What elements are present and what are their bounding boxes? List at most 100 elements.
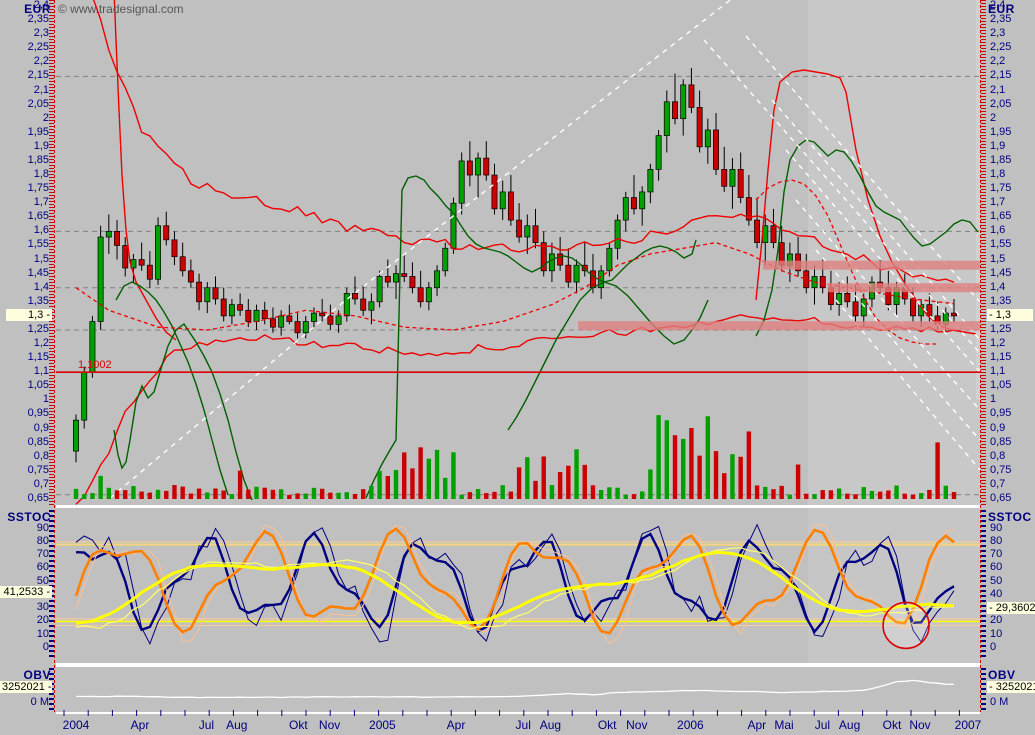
date-label-apr-13: Apr: [747, 718, 767, 732]
obv-plot-svg: [75, 679, 955, 699]
right-axis-tick-2p3: 2,3: [990, 27, 1006, 40]
left-axis-tick-1p05: 1,05: [27, 379, 49, 392]
left-axis-tick-2: 2: [42, 111, 49, 124]
date-label-apr-7: Apr: [446, 718, 466, 732]
right-axis-tick-1p1: 1,1: [990, 365, 1006, 378]
right-axis-tick-0p9: 0,9: [990, 421, 1006, 434]
date-label-okt-10: Okt: [597, 718, 617, 732]
date-label-aug-9: Aug: [539, 718, 562, 732]
sstoc-indicator-panel[interactable]: [56, 508, 980, 663]
right-axis-tick-2p2: 2,2: [990, 55, 1006, 68]
date-label-mai-14: Mai: [774, 718, 794, 732]
right-axis-tick-2p25: 2,25: [990, 41, 1012, 54]
left-sstoc-tick-10: 10: [36, 627, 49, 640]
left-axis-tick-1p15: 1,15: [27, 351, 49, 364]
right-sstoc-tick-70: 70: [990, 548, 1003, 561]
left-axis-tick-2p35: 2,35: [27, 13, 49, 26]
left-obv-zero-label: 0 M: [30, 696, 49, 708]
right-sstoc-tick-60: 60: [990, 561, 1003, 574]
sstoc-plot-svg: [56, 508, 980, 663]
left-axis-title-price: EUR: [24, 2, 51, 16]
right-axis-tick-1p45: 1,45: [990, 266, 1012, 279]
obv-indicator-panel[interactable]: [56, 667, 980, 712]
left-axis-minor-ticks-sstoc: [49, 510, 54, 660]
date-label-jul-15: Jul: [814, 718, 831, 732]
right-axis-tick-2p4: 2,4: [990, 0, 1006, 11]
left-axis[interactable]: EUR 2,4 2,35 2,3 2,25 2,2 2,15 2,1 2,05 2 1,95 1,9 1…: [0, 0, 55, 735]
left-axis-tick-0p9: 0,9: [33, 421, 49, 434]
left-axis-tick-1p45: 1,45: [27, 266, 49, 279]
right-axis-tick-1p95: 1,95: [990, 125, 1012, 138]
right-axis-tick-2: 2: [990, 111, 997, 124]
left-axis-tick-1p1: 1,1: [33, 365, 49, 378]
right-axis-tick-1p35: 1,35: [990, 294, 1012, 307]
left-axis-tick-1p6: 1,6: [33, 224, 49, 237]
price-chart-panel[interactable]: 1,1002: [56, 0, 980, 505]
left-axis-tick-2p25: 2,25: [27, 41, 49, 54]
date-label-nov-18: Nov: [909, 718, 931, 732]
right-axis-tick-2p35: 2,35: [990, 13, 1012, 26]
right-sstoc-tick-90: 90: [990, 521, 1003, 534]
date-label-okt-4: Okt: [289, 718, 308, 732]
left-axis-tick-1p4: 1,4: [33, 280, 49, 293]
right-sstoc-tick-20: 20: [990, 614, 1003, 627]
date-label-nov-11: Nov: [626, 718, 648, 732]
right-axis-title-sstoc: SSTOC: [988, 510, 1032, 524]
right-axis-tick-1p25: 1,25: [990, 322, 1012, 335]
date-label-aug-3: Aug: [226, 718, 248, 732]
divider-sstoc-obv: [56, 663, 980, 667]
date-label-aug-16: Aug: [838, 718, 861, 732]
divider-price-sstoc: [56, 505, 980, 508]
left-sstoc-tick-0: 0: [42, 641, 49, 653]
right-axis-tick-2p15: 2,15: [990, 69, 1012, 82]
left-sstoc-tick-70: 70: [36, 548, 49, 561]
right-axis[interactable]: EUR 2,4 2,35 2,3 2,25 2,2 2,15 2,1 2,05 2 1,95 1,9 1…: [980, 0, 1035, 735]
right-axis-tick-1p85: 1,85: [990, 153, 1012, 166]
right-axis-tick-1p6: 1,6: [990, 224, 1006, 237]
left-axis-tick-1p7: 1,7: [33, 196, 49, 209]
left-axis-tick-1p2: 1,2: [33, 337, 49, 350]
right-axis-tick-1p9: 1,9: [990, 139, 1006, 152]
left-axis-tick-1p25: 1,25: [27, 322, 49, 335]
right-axis-tick-1p4: 1,4: [990, 280, 1006, 293]
left-axis-tick-1p65: 1,65: [27, 210, 49, 223]
left-axis-title-sstoc: SSTOC: [7, 510, 51, 524]
date-label-2007-19: 2007: [954, 718, 982, 732]
left-axis-tick-1: 1: [42, 393, 49, 406]
left-axis-tick-1p85: 1,85: [27, 153, 49, 166]
left-obv-current-value-label: 3252021 -: [0, 681, 52, 693]
left-axis-tick-0p8: 0,8: [33, 449, 49, 462]
left-sstoc-tick-80: 80: [36, 534, 49, 547]
left-axis-tick-1p5: 1,5: [33, 252, 49, 265]
right-axis-tick-1p65: 1,65: [990, 210, 1012, 223]
right-axis-minor-ticks-price: [981, 0, 986, 505]
left-sstoc-tick-50: 50: [36, 574, 49, 587]
left-axis-tick-1p9: 1,9: [33, 139, 49, 152]
right-axis-tick-1p2: 1,2: [990, 337, 1006, 350]
left-axis-tick-0p65: 0,65: [27, 492, 49, 504]
divider-obv-dates: [56, 712, 980, 714]
left-sstoc-current-value-label: 41,2533 -: [0, 586, 52, 599]
right-axis-tick-0p85: 0,85: [990, 435, 1012, 448]
right-axis-current-price-label: - 1,3: [987, 308, 1033, 321]
left-axis-tick-2p2: 2,2: [33, 55, 49, 68]
right-axis-tick-0p8: 0,8: [990, 449, 1006, 462]
right-sstoc-tick-0: 0: [990, 641, 997, 653]
right-axis-tick-1p15: 1,15: [990, 351, 1012, 364]
right-sstoc-tick-10: 10: [990, 627, 1003, 640]
left-axis-tick-2p1: 2,1: [33, 83, 49, 96]
left-axis-spine: [54, 0, 55, 712]
left-axis-current-price-label: 1,3 -: [6, 308, 52, 321]
right-axis-title-obv: OBV: [988, 668, 1016, 682]
left-sstoc-tick-20: 20: [36, 614, 49, 627]
left-sstoc-tick-60: 60: [36, 561, 49, 574]
left-axis-tick-2p3: 2,3: [33, 27, 49, 40]
left-axis-title-obv: OBV: [23, 668, 51, 682]
svg-text:1,1002: 1,1002: [78, 359, 112, 371]
left-axis-minor-ticks-price: [49, 0, 54, 505]
right-sstoc-tick-40: 40: [990, 587, 1003, 600]
date-label-nov-5: Nov: [318, 718, 341, 732]
left-axis-tick-1p35: 1,35: [27, 294, 49, 307]
left-axis-tick-1p8: 1,8: [33, 168, 49, 181]
right-axis-title-price: EUR: [988, 2, 1015, 16]
